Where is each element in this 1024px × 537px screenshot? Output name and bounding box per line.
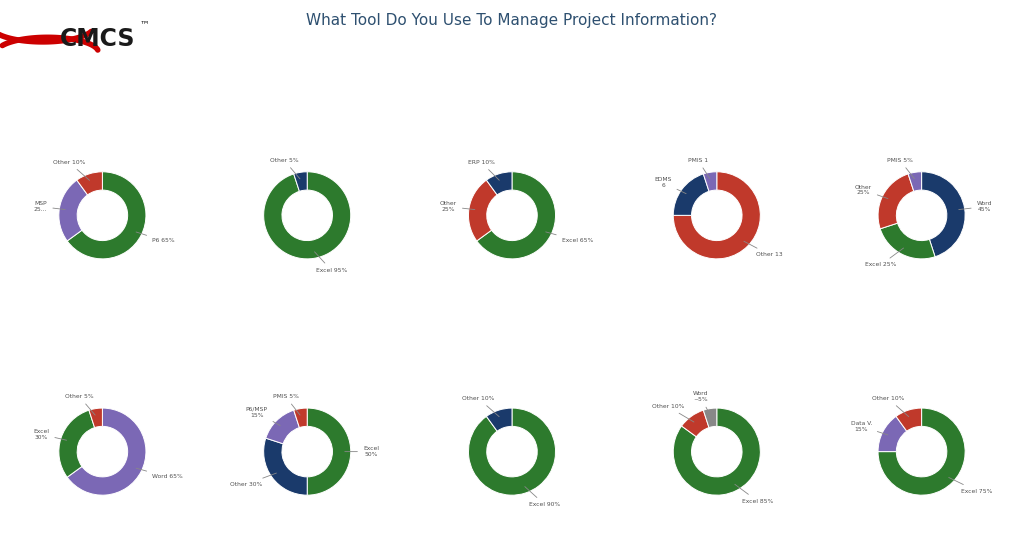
Wedge shape xyxy=(468,408,556,495)
Wedge shape xyxy=(89,408,102,427)
Text: Data V.
15%: Data V. 15% xyxy=(851,421,888,435)
Text: What tool do you use for developing and
maintaining the project budget and
conti: What tool do you use for developing and … xyxy=(232,89,382,109)
Text: Excel 95%: Excel 95% xyxy=(314,252,347,273)
Text: What Tool Do You Use To Manage Project Information?: What Tool Do You Use To Manage Project I… xyxy=(306,13,718,28)
Wedge shape xyxy=(703,172,717,191)
Wedge shape xyxy=(881,223,935,259)
Wedge shape xyxy=(878,174,913,229)
Wedge shape xyxy=(703,408,717,427)
Wedge shape xyxy=(68,408,146,495)
Wedge shape xyxy=(294,172,307,191)
Wedge shape xyxy=(486,408,512,431)
Wedge shape xyxy=(682,410,709,437)
Text: Excel
30%: Excel 30% xyxy=(34,429,67,440)
Wedge shape xyxy=(468,180,498,241)
Text: PMIS 5%: PMIS 5% xyxy=(272,394,300,415)
Wedge shape xyxy=(673,172,761,259)
Wedge shape xyxy=(908,172,922,191)
Text: Other 5%: Other 5% xyxy=(270,158,300,179)
Text: Excel 25%: Excel 25% xyxy=(865,248,903,267)
Text: P6/MSP
15%: P6/MSP 15% xyxy=(246,407,281,426)
Wedge shape xyxy=(486,172,512,195)
Text: P6 65%: P6 65% xyxy=(136,232,175,243)
Text: What tool do you use to generate and
track request for inspections and snag list: What tool do you use to generate and tra… xyxy=(637,325,797,345)
Text: Other 30%: Other 30% xyxy=(229,473,276,487)
Text: Other
25%: Other 25% xyxy=(440,201,475,212)
Text: What tool do you use to generate project
communications (RFIs, Transmittals,
Ins: What tool do you use to generate project… xyxy=(846,89,997,109)
Text: ERP 10%: ERP 10% xyxy=(468,160,500,180)
Text: Excel 75%: Excel 75% xyxy=(948,477,992,494)
Text: What tool do you use to store and upload
project documents (drawings,
specificat: What tool do you use to store and upload… xyxy=(641,89,793,109)
Text: What tool do you use for managing
project's contracts including potential
change: What tool do you use for managing projec… xyxy=(432,89,592,109)
Text: What tool do you use to generate and
track meeting minutes business actions?: What tool do you use to generate and tra… xyxy=(28,329,177,342)
Text: What tool do you use to submit and track
submittal (shop drawings, samples, as b: What tool do you use to submit and track… xyxy=(225,325,389,345)
Wedge shape xyxy=(307,408,351,495)
Text: Word 65%: Word 65% xyxy=(136,468,183,480)
Text: What tool do you use to report project and
projects performance?: What tool do you use to report project a… xyxy=(843,329,1000,342)
Text: ™: ™ xyxy=(139,19,150,29)
Text: MSP
25...: MSP 25... xyxy=(34,201,66,212)
Text: What tool do you use to generate and
track risk registers and issues log?: What tool do you use to generate and tra… xyxy=(442,329,582,342)
Wedge shape xyxy=(58,410,94,477)
Text: Other 5%: Other 5% xyxy=(66,394,95,415)
Wedge shape xyxy=(58,180,88,241)
Text: What tool do you use for planning and
scheduling projects?: What tool do you use for planning and sc… xyxy=(32,92,173,105)
Wedge shape xyxy=(263,172,351,259)
Text: Excel 85%: Excel 85% xyxy=(735,484,773,504)
Text: Excel 90%: Excel 90% xyxy=(525,487,560,507)
Text: CMCS: CMCS xyxy=(60,27,136,51)
Wedge shape xyxy=(673,174,709,215)
Wedge shape xyxy=(477,172,556,259)
Text: Other 10%: Other 10% xyxy=(651,404,694,422)
Text: Excel
50%: Excel 50% xyxy=(345,446,379,457)
Wedge shape xyxy=(294,408,307,427)
Text: EDMS
6: EDMS 6 xyxy=(654,177,686,194)
Wedge shape xyxy=(878,408,966,495)
Text: PMIS 5%: PMIS 5% xyxy=(887,158,914,179)
Wedge shape xyxy=(896,408,922,431)
Text: Word
~5%: Word ~5% xyxy=(692,391,710,415)
Text: PMIS 1: PMIS 1 xyxy=(688,158,710,179)
Wedge shape xyxy=(266,410,299,444)
Text: Excel 65%: Excel 65% xyxy=(546,232,593,243)
Wedge shape xyxy=(263,438,307,495)
Text: Other
25%: Other 25% xyxy=(855,185,888,199)
Wedge shape xyxy=(68,172,146,259)
Text: Word
45%: Word 45% xyxy=(958,201,992,212)
Text: Other 13: Other 13 xyxy=(743,241,782,257)
Wedge shape xyxy=(922,172,966,257)
Text: Other 10%: Other 10% xyxy=(53,160,89,180)
Wedge shape xyxy=(673,408,761,495)
Wedge shape xyxy=(878,416,907,452)
Text: Other 10%: Other 10% xyxy=(872,396,908,417)
Wedge shape xyxy=(77,172,102,195)
Text: Other 10%: Other 10% xyxy=(463,396,499,417)
